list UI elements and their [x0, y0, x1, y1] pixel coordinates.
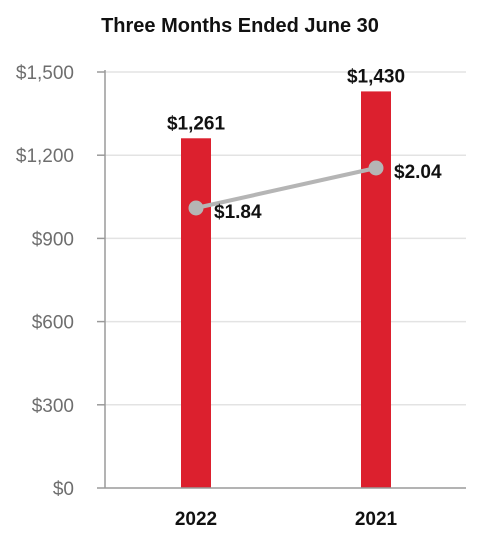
bar-2021 — [361, 91, 391, 488]
x-axis: 2022 2021 — [105, 487, 466, 530]
line-value-label: $1.84 — [214, 202, 262, 223]
chart-title: Three Months Ended June 30 — [101, 15, 379, 37]
x-tick-label: 2022 — [175, 509, 217, 530]
line-point — [368, 160, 384, 176]
y-tick-label: $900 — [32, 229, 74, 250]
bar-value-label: $1,430 — [347, 66, 405, 87]
y-tick-label: $600 — [32, 313, 74, 334]
x-tick-label: 2021 — [355, 509, 398, 530]
y-tick-label: $1,500 — [16, 63, 74, 84]
y-tick-label: $1,200 — [16, 146, 74, 167]
y-tick-label: $300 — [32, 396, 74, 417]
line-path — [195, 166, 377, 210]
line-point — [188, 200, 204, 216]
bar-2022 — [181, 138, 211, 489]
bar-value-label: $1,261 — [167, 113, 226, 134]
y-tick-label: $0 — [53, 479, 74, 500]
y-axis: $0 $300 $600 $900 $1,200 $1,500 — [16, 63, 106, 500]
bars: $1,261 $1,430 — [167, 66, 405, 489]
gridlines — [105, 71, 466, 406]
line-series: $1.84 $2.04 — [188, 160, 442, 223]
line-value-label: $2.04 — [394, 162, 442, 183]
